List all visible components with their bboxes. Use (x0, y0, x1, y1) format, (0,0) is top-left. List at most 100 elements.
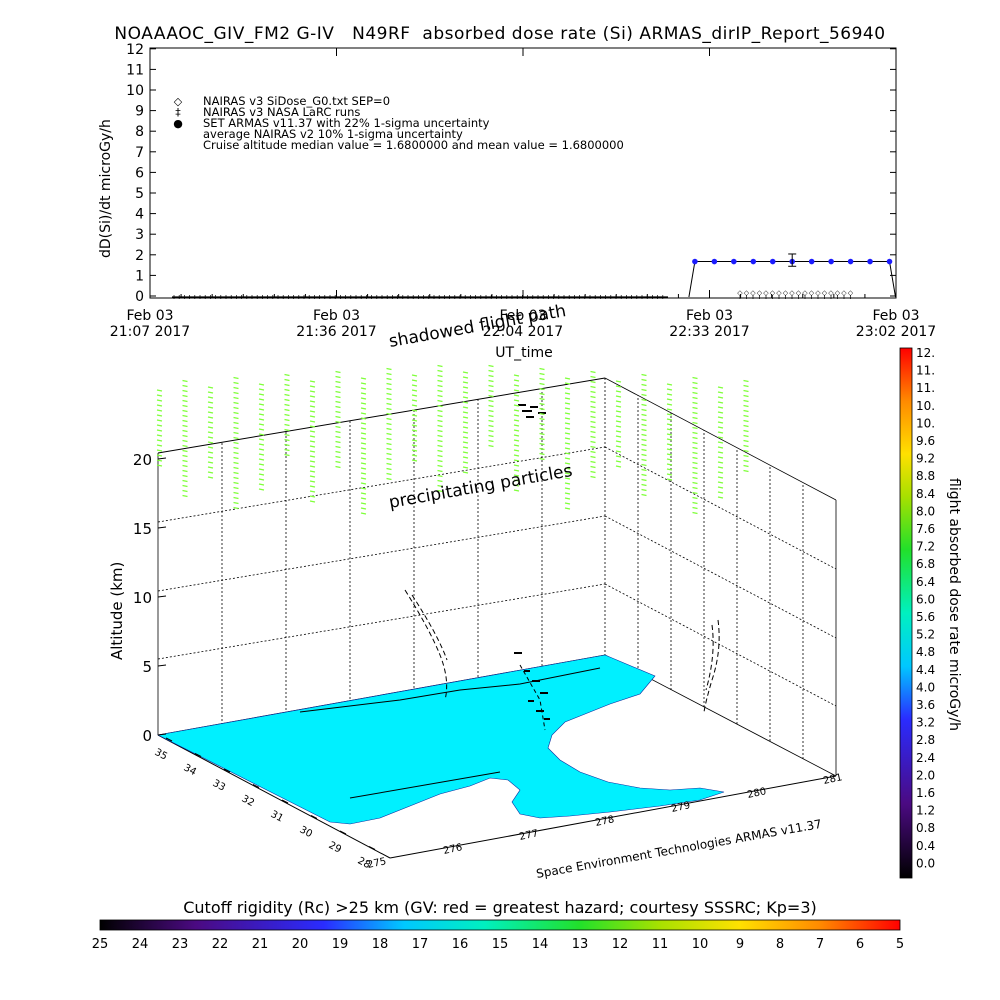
altitude-axis-label: Altitude (km) (108, 562, 126, 660)
dose-x-tick-time: 23:02 2017 (856, 324, 936, 340)
dose-y-tick-label: 12 (126, 42, 144, 58)
latitude-tick-label: 30 (298, 824, 314, 840)
cutoff-tick-label: 18 (372, 937, 389, 952)
latitude-tick-label: 33 (211, 778, 227, 794)
dose-colorbar-tick: 6.4 (916, 575, 935, 589)
cutoff-tick-label: 13 (572, 937, 589, 952)
dose-colorbar-tick: 0.8 (916, 821, 935, 835)
dose-colorbar-tick: 4.0 (916, 680, 935, 694)
dose-x-label: UT_time (495, 345, 552, 361)
legend-marker: ‡ (175, 106, 181, 119)
cutoff-tick-label: 19 (332, 937, 349, 952)
flight-track-floor (299, 664, 601, 799)
dose-colorbar-tick: 0.0 (916, 856, 935, 870)
cutoff-tick-label: 5 (896, 937, 904, 952)
latitude-tick-label: 32 (240, 793, 256, 809)
cutoff-rigidity-legend: Cutoff rigidity (Rc) >25 km (GV: red = g… (92, 898, 904, 952)
nairas-baseline-marks: ◇ ◇ ◇ ◇ ◇ ◇ ◇ ◇ ◇ ◇ ◇ ◇ ◇ ◇ ◇ ◇ ◇ ◇ (172, 289, 854, 299)
longitude-tick-label: 281 (822, 772, 843, 787)
altitude-tick-label: 0 (142, 727, 152, 745)
dose-legend: ◇ NAIRAS v3 SiDose_G0.txt SEP=0 ‡ NAIRAS v3… (173, 94, 624, 152)
dose-x-tick-day: Feb 03 (313, 308, 360, 324)
dose-x-tick-day: Feb 03 (499, 308, 546, 324)
dose-y-tick-label: 1 (135, 268, 144, 284)
dose-colorbar-tick: 9.6 (916, 434, 935, 448)
dose-colorbar-tick: 5.6 (916, 610, 935, 624)
cutoff-tick-label: 11 (652, 937, 669, 952)
dose-colorbar-tick: 12. (916, 346, 935, 360)
svg-text:◇: ◇ (815, 289, 821, 297)
dose-y-tick-label: 7 (135, 145, 144, 161)
svg-text:◇: ◇ (776, 289, 782, 297)
dose-x-tick-day: Feb 03 (126, 308, 173, 324)
dose-y-tick-label: 0 (135, 289, 144, 305)
cutoff-tick-label: 15 (492, 937, 509, 952)
altitude-tick-label: 10 (133, 589, 152, 607)
legend-entry: SET ARMAS v11.37 with 22% 1-sigma uncert… (203, 116, 490, 130)
precipitating-particle-columns (156, 364, 749, 515)
longitude-ticks: 275 276 277 278 279 280 281 (366, 772, 843, 871)
armas-data-point (808, 258, 815, 265)
3d-grid (157, 377, 837, 859)
dose-y-tick-label: 9 (135, 104, 144, 120)
cutoff-tick-label: 10 (692, 937, 709, 952)
dose-y-tick-label: 2 (135, 248, 144, 264)
armas-series (688, 253, 897, 298)
dose-colorbar-tick: 7.2 (916, 540, 935, 554)
longitude-tick-label: 277 (518, 828, 539, 843)
armas-credit: Space Environment Technologies ARMAS v11… (535, 817, 823, 881)
armas-data-point (692, 258, 698, 265)
dose-y-tick-label: 5 (135, 186, 144, 202)
dose-colorbar-tick: 11. (916, 381, 935, 395)
dose-colorbar-tick: 4.8 (916, 645, 935, 659)
dose-x-tick-day: Feb 03 (872, 308, 919, 324)
legend-marker: ◇ (174, 95, 183, 108)
legend-entry: average NAIRAS v2 10% 1-sigma uncertaint… (203, 127, 463, 141)
svg-text:◇: ◇ (835, 289, 841, 297)
dose-colorbar-tick: 9.2 (916, 452, 935, 466)
cutoff-tick-label: 7 (816, 937, 824, 952)
latitude-tick-label: 29 (327, 840, 343, 856)
dose-x-tick-time: 21:36 2017 (296, 324, 376, 340)
dose-colorbar-tick: 2.0 (916, 768, 935, 782)
latitude-tick-label: 28 (356, 855, 372, 871)
dose-colorbar-tick: 2.4 (916, 751, 935, 765)
svg-text:◇: ◇ (750, 289, 756, 297)
svg-text:◇: ◇ (783, 289, 789, 297)
longitude-tick-label: 275 (366, 856, 387, 871)
armas-data-point (731, 258, 737, 265)
dose-colorbar-tick: 6.8 (916, 557, 935, 571)
shadowed-path-marks (514, 404, 550, 720)
armas-data-point (847, 258, 854, 265)
svg-text:◇: ◇ (789, 289, 795, 297)
dose-colorbar-tick: 8.8 (916, 469, 935, 483)
cutoff-tick-label: 16 (452, 937, 469, 952)
svg-text:◇: ◇ (822, 289, 828, 297)
dose-plot-frame (149, 47, 897, 299)
land-map (157, 654, 725, 825)
armas-data-point (711, 258, 718, 265)
longitude-tick-label: 276 (442, 842, 463, 857)
svg-text:◇: ◇ (796, 289, 802, 297)
longitude-tick-label: 278 (594, 814, 615, 829)
svg-text:◇: ◇ (757, 289, 763, 297)
dose-colorbar-tick: 11. (916, 364, 935, 378)
armas-data-point (769, 258, 776, 265)
dose-x-tick-time: 21:07 2017 (110, 324, 190, 340)
dose-colorbar-label: flight absorbed dose rate microGy/h (946, 478, 962, 731)
dose-colorbar-tick: 0.4 (916, 839, 935, 853)
cutoff-tick-label: 23 (172, 937, 189, 952)
cutoff-tick-label: 6 (856, 937, 864, 952)
cutoff-tick-label: 14 (532, 937, 549, 952)
longitude-tick-label: 280 (746, 786, 767, 801)
armas-data-point (886, 258, 893, 265)
dose-colorbar-tick: 1.6 (916, 786, 935, 800)
precipitating-particles-annotation: precipitating particles (387, 461, 574, 513)
dose-colorbar-tick: 4.4 (916, 663, 935, 677)
dose-colorbar-tick: 10. (916, 416, 935, 430)
cutoff-tick-label: 20 (292, 937, 309, 952)
dose-colorbar-tick: 6.0 (916, 592, 935, 606)
